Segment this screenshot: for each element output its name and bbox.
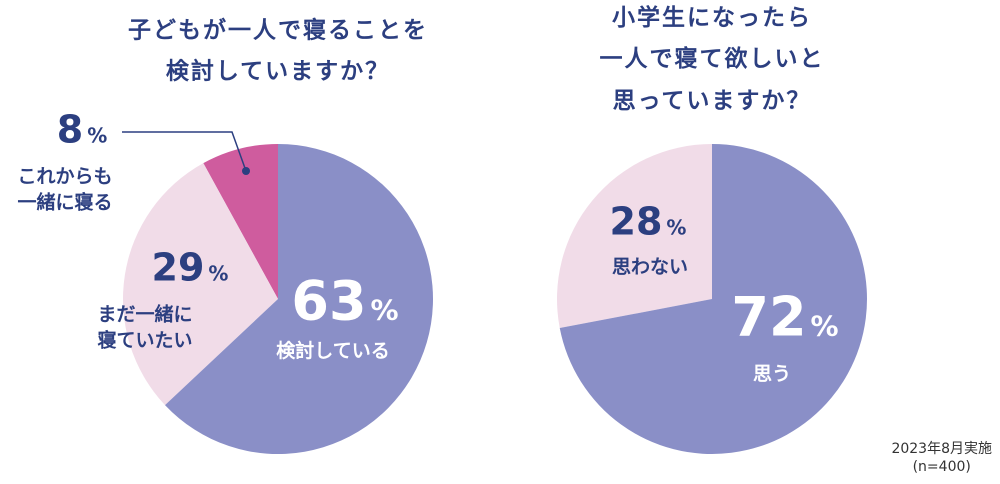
value-label: 28% <box>610 196 687 247</box>
value-label: 29% <box>152 242 229 293</box>
value-number: 29 <box>151 245 205 290</box>
value-label: 63% <box>291 266 398 339</box>
value-unit: % <box>87 123 108 148</box>
category-label: 検討している <box>276 340 390 363</box>
value-number: 8 <box>56 107 84 152</box>
leader-dot <box>242 167 250 175</box>
value-label: 8% <box>57 104 108 155</box>
footnote: 2023年8月実施 (n=400) <box>891 440 992 475</box>
value-unit: % <box>370 293 399 327</box>
value-number: 72 <box>731 285 807 349</box>
leader <box>122 131 250 175</box>
value-number: 28 <box>609 199 663 244</box>
chart-title: 子どもが一人で寝ることを 検討していますか？ <box>128 17 428 85</box>
pie-slice <box>165 144 433 455</box>
pie-slice <box>559 144 867 455</box>
chart-title: 小学生になったら 一人で寝て欲しいと 思っていますか？ <box>599 4 825 114</box>
value-unit: % <box>810 309 839 343</box>
category-label: まだ一緒に 寝ていたい <box>97 303 193 351</box>
category-label: 思わない <box>611 256 689 279</box>
leader-line <box>122 131 247 172</box>
pie-slice <box>122 163 278 406</box>
pie-slice <box>203 144 278 299</box>
category-label: これからも 一緒に寝る <box>17 165 113 213</box>
category-label: 思う <box>752 363 792 386</box>
value-number: 63 <box>291 269 367 333</box>
value-label: 72% <box>731 282 838 355</box>
pie-slice <box>557 144 712 329</box>
value-unit: % <box>666 215 687 240</box>
value-unit: % <box>208 261 229 286</box>
